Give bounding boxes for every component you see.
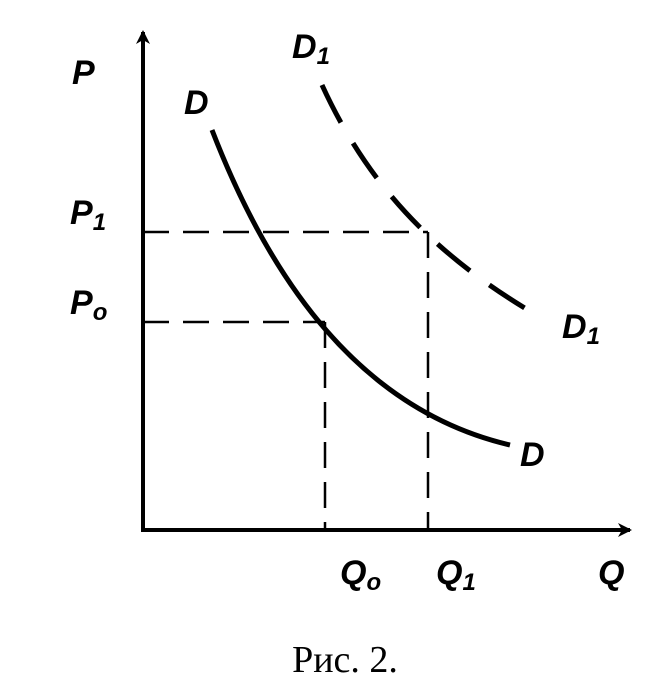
subscript: o xyxy=(93,299,108,326)
letter: Q xyxy=(436,554,462,592)
curve-label: D xyxy=(520,436,545,474)
x-axis-label: Q xyxy=(598,554,624,592)
curve-label: D1 xyxy=(562,308,600,350)
shifted-demand-curve xyxy=(319,83,547,323)
subscript: 1 xyxy=(93,209,106,236)
curve-label: D xyxy=(184,84,209,122)
price-label: P1 xyxy=(70,194,106,236)
letter: Q xyxy=(340,554,366,592)
quantity-label: Q1 xyxy=(436,554,476,596)
caption: Рис. 2. xyxy=(292,639,398,681)
subscript: 1 xyxy=(587,323,600,350)
price-label: Po xyxy=(70,284,107,326)
letter: P xyxy=(70,194,93,232)
curve-label: D1 xyxy=(292,28,330,70)
letter: D xyxy=(562,308,587,346)
subscript: 1 xyxy=(462,569,475,596)
letter: P xyxy=(70,284,93,322)
subscript: 1 xyxy=(317,43,330,70)
y-axis-label: P xyxy=(72,54,95,92)
demand-curve xyxy=(209,129,511,448)
letter: D xyxy=(292,28,317,66)
quantity-label: Qo xyxy=(340,554,381,596)
subscript: o xyxy=(366,569,381,596)
